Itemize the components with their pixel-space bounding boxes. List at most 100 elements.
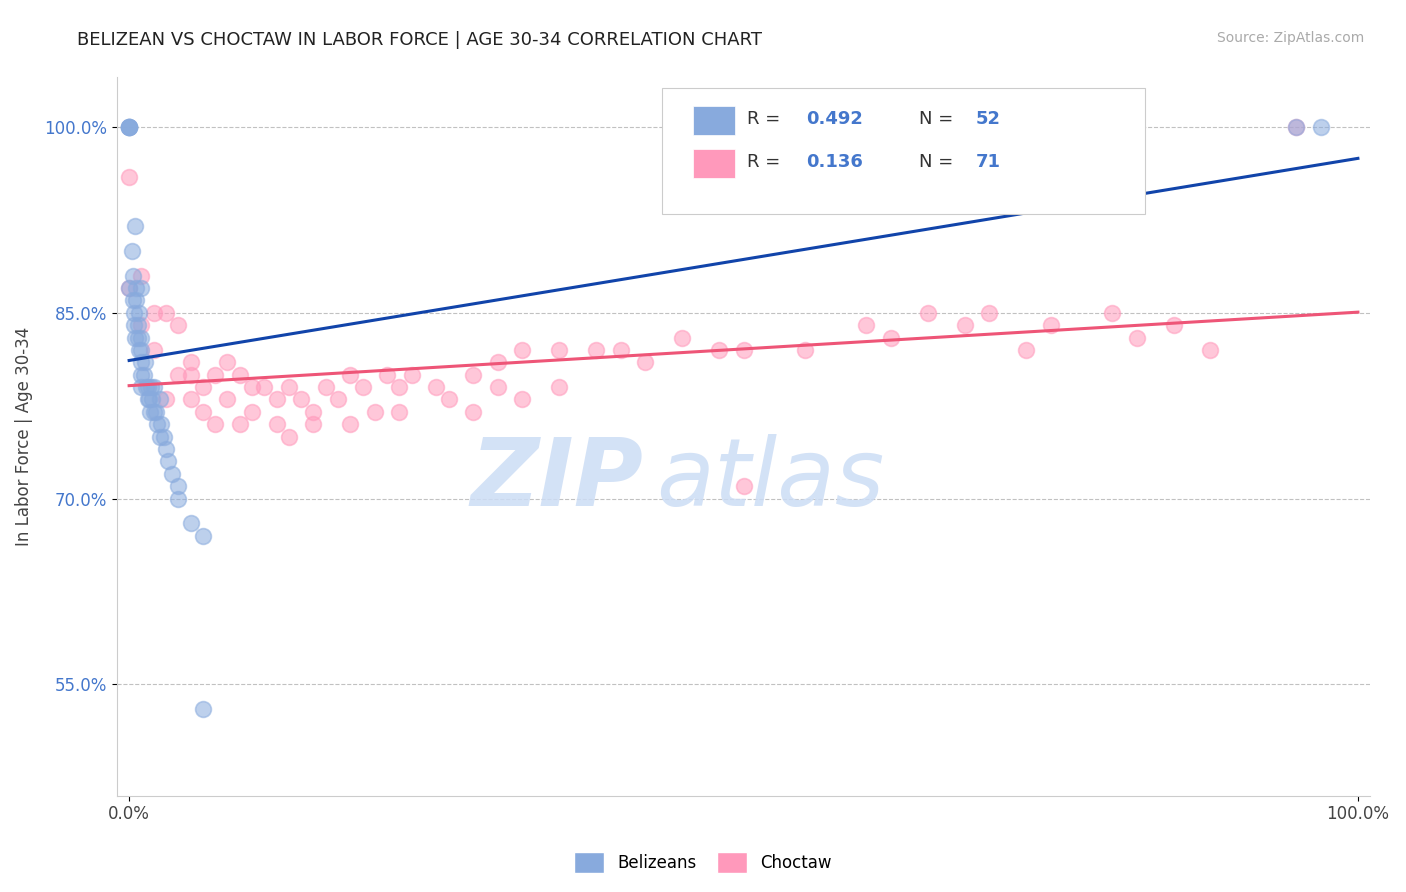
- Point: [180, 368, 202, 382]
- Point: [585, 343, 607, 357]
- Point: [150, 417, 173, 432]
- Point: [149, 429, 172, 443]
- FancyBboxPatch shape: [693, 106, 735, 135]
- Point: [128, 343, 150, 357]
- Point: [228, 417, 250, 432]
- Point: [131, 268, 153, 283]
- Text: 52: 52: [976, 110, 1001, 128]
- Point: [127, 330, 149, 344]
- Point: [145, 405, 167, 419]
- Point: [121, 268, 143, 283]
- Point: [1310, 120, 1333, 134]
- Point: [425, 380, 447, 394]
- Point: [1125, 330, 1147, 344]
- Point: [1101, 306, 1123, 320]
- Point: [167, 491, 190, 506]
- Point: [437, 392, 460, 407]
- Point: [794, 343, 817, 357]
- Point: [855, 318, 877, 333]
- Point: [463, 368, 485, 382]
- Point: [131, 318, 153, 333]
- Text: R =: R =: [747, 153, 780, 171]
- Point: [132, 368, 155, 382]
- Point: [401, 368, 423, 382]
- Point: [548, 380, 571, 394]
- Point: [1015, 343, 1038, 357]
- Y-axis label: In Labor Force | Age 30-34: In Labor Force | Age 30-34: [15, 327, 32, 546]
- Point: [167, 318, 190, 333]
- Point: [157, 454, 180, 468]
- Point: [510, 392, 533, 407]
- Point: [136, 380, 159, 394]
- Text: R =: R =: [747, 110, 780, 128]
- Point: [1199, 343, 1222, 357]
- Point: [191, 529, 214, 543]
- Point: [707, 343, 730, 357]
- Point: [302, 417, 325, 432]
- Point: [141, 380, 163, 394]
- Point: [266, 417, 288, 432]
- Point: [155, 306, 177, 320]
- Text: 71: 71: [976, 153, 1001, 171]
- Point: [204, 368, 226, 382]
- Point: [167, 479, 190, 493]
- Point: [326, 392, 349, 407]
- Point: [122, 318, 145, 333]
- Point: [917, 306, 939, 320]
- Point: [388, 380, 411, 394]
- Point: [118, 120, 141, 134]
- Point: [118, 120, 141, 134]
- Point: [124, 219, 146, 233]
- Point: [1039, 318, 1062, 333]
- Point: [463, 405, 485, 419]
- Point: [136, 392, 159, 407]
- Point: [121, 293, 143, 308]
- Point: [277, 380, 299, 394]
- Point: [152, 429, 174, 443]
- Point: [125, 281, 148, 295]
- Text: Source: ZipAtlas.com: Source: ZipAtlas.com: [1216, 31, 1364, 45]
- Point: [290, 392, 312, 407]
- Point: [671, 330, 693, 344]
- Point: [139, 405, 162, 419]
- Point: [142, 380, 165, 394]
- Point: [352, 380, 374, 394]
- Point: [228, 368, 250, 382]
- Point: [1285, 120, 1308, 134]
- Point: [240, 380, 263, 394]
- Point: [127, 318, 149, 333]
- Point: [733, 343, 755, 357]
- Point: [155, 392, 177, 407]
- Point: [548, 343, 571, 357]
- Point: [266, 392, 288, 407]
- Point: [486, 380, 509, 394]
- Point: [979, 306, 1001, 320]
- Point: [146, 417, 169, 432]
- Text: ZIP: ZIP: [471, 434, 643, 525]
- Point: [634, 355, 657, 369]
- Point: [142, 343, 165, 357]
- Point: [118, 120, 141, 134]
- Point: [191, 702, 214, 716]
- Point: [339, 368, 361, 382]
- Point: [122, 306, 145, 320]
- Point: [204, 417, 226, 432]
- Point: [118, 120, 141, 134]
- Point: [128, 306, 150, 320]
- Text: N =: N =: [920, 110, 953, 128]
- Point: [180, 516, 202, 531]
- Point: [142, 405, 165, 419]
- Point: [191, 405, 214, 419]
- Point: [510, 343, 533, 357]
- Text: atlas: atlas: [655, 434, 884, 525]
- Point: [135, 380, 157, 394]
- Point: [733, 479, 755, 493]
- Point: [131, 368, 153, 382]
- Point: [118, 120, 141, 134]
- Point: [486, 355, 509, 369]
- Point: [880, 330, 903, 344]
- Point: [118, 281, 141, 295]
- Point: [131, 343, 153, 357]
- Text: 0.136: 0.136: [806, 153, 863, 171]
- FancyBboxPatch shape: [662, 88, 1144, 214]
